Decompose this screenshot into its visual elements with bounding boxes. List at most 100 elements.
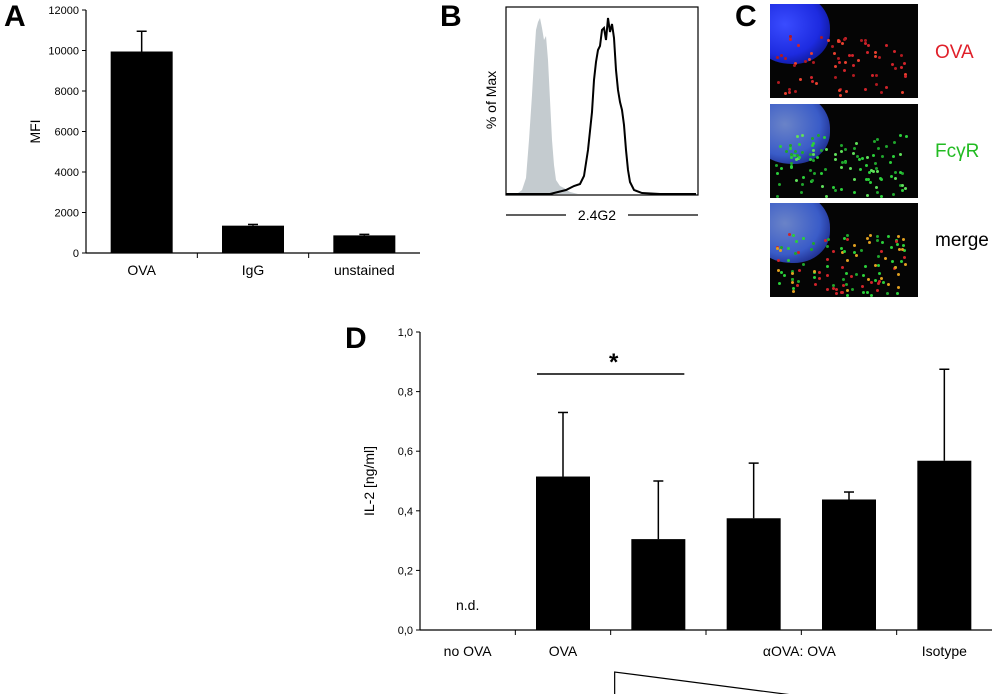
signal-dot	[885, 86, 889, 90]
signal-dot	[801, 263, 805, 267]
signal-dot	[858, 167, 862, 171]
signal-dot	[776, 56, 780, 60]
x-tick-label: Isotype	[922, 643, 967, 659]
signal-dot	[886, 292, 890, 296]
signal-dot	[790, 272, 794, 276]
signal-dot	[840, 161, 844, 165]
signal-dot	[852, 177, 856, 181]
signal-dot	[848, 166, 852, 170]
signal-dot	[802, 175, 806, 179]
signal-dot	[865, 177, 869, 181]
signal-dot	[839, 247, 843, 251]
signal-dot	[853, 190, 857, 194]
panel-letter-d: D	[345, 322, 367, 355]
signal-dot	[851, 74, 855, 78]
signal-dot	[778, 282, 781, 286]
signal-dot	[794, 149, 798, 153]
signal-dot	[874, 54, 877, 58]
signal-dot	[788, 88, 792, 92]
signal-dot	[866, 44, 870, 48]
signal-dot	[798, 156, 802, 160]
signal-dot	[902, 255, 906, 259]
signal-dot	[876, 138, 880, 142]
signal-dot	[796, 283, 800, 287]
signal-dot	[875, 73, 879, 77]
signal-dot	[801, 183, 805, 187]
signal-dot	[839, 166, 843, 170]
signal-dot	[823, 135, 826, 139]
signal-dot	[866, 290, 870, 294]
signal-dot	[809, 52, 813, 56]
signal-dot	[811, 61, 815, 65]
signal-dot	[860, 39, 864, 43]
signal-dot	[833, 153, 837, 157]
signal-dot	[778, 249, 782, 253]
mfi-bar-chart: 0 2000 4000 6000 8000 10000 12000 MFI OVA IgG unst…	[27, 5, 420, 278]
aova-ova-label: αOVA: OVA	[763, 643, 837, 659]
signal-dot	[844, 90, 848, 94]
signal-dot	[876, 282, 880, 286]
signal-dot	[859, 248, 863, 252]
signal-dot	[881, 241, 885, 245]
signal-dot	[846, 289, 850, 293]
signal-dot	[899, 134, 903, 138]
signal-dot	[876, 170, 880, 174]
signal-dot	[789, 147, 793, 151]
signal-dot	[831, 186, 835, 190]
signal-dot	[887, 234, 891, 238]
signal-dot	[874, 166, 878, 170]
signal-dot	[884, 44, 888, 48]
signal-dot	[874, 279, 878, 283]
signal-dot	[895, 243, 899, 247]
signal-dot	[901, 189, 905, 193]
y-tick-label: 6000	[55, 127, 79, 139]
y-axis-label: MFI	[27, 119, 43, 143]
signal-dot	[884, 256, 888, 260]
signal-dot	[872, 170, 876, 174]
y-tick-label: 1,0	[398, 327, 413, 339]
signal-dot	[811, 144, 815, 148]
signal-dot	[792, 233, 796, 237]
signal-dot	[891, 192, 895, 196]
signal-dot	[790, 161, 794, 165]
signal-dot	[850, 54, 854, 58]
signal-dot	[779, 54, 783, 58]
signal-dot	[844, 61, 848, 65]
signal-dot	[854, 272, 858, 276]
signal-dot	[875, 289, 879, 293]
signal-dot	[833, 76, 837, 80]
signal-dot	[825, 287, 829, 291]
signal-dot	[873, 50, 877, 54]
signal-dot	[845, 233, 849, 237]
signal-dot	[810, 178, 814, 182]
signal-dot	[904, 186, 908, 190]
signal-dot	[831, 287, 835, 291]
signal-dot	[788, 35, 792, 39]
signal-dot	[791, 278, 795, 282]
signal-dot	[839, 88, 843, 92]
signal-dot	[820, 172, 824, 176]
signal-dot	[778, 182, 782, 186]
signal-dot	[897, 285, 901, 289]
signal-dot	[827, 238, 831, 242]
signal-dot	[871, 73, 875, 77]
signal-dot	[891, 155, 895, 159]
signal-dot	[879, 90, 883, 94]
signal-dot	[791, 287, 795, 291]
signal-dot	[812, 269, 816, 273]
signal-dot	[815, 155, 819, 159]
nucleus-stain	[770, 4, 830, 64]
signal-dot	[880, 155, 884, 159]
signal-dot	[816, 134, 820, 137]
signal-dot	[813, 172, 817, 176]
flow-histogram: % of Max 2.4G2	[483, 6, 699, 223]
signal-dot	[855, 142, 859, 146]
signal-dot	[899, 170, 902, 174]
signal-dot	[855, 155, 859, 159]
signal-dot	[879, 250, 883, 254]
x-tick-label: IgG	[242, 262, 265, 278]
signal-dot	[893, 176, 897, 180]
signal-dot	[845, 237, 849, 241]
signal-dot	[841, 283, 845, 287]
signal-dot	[809, 169, 813, 173]
